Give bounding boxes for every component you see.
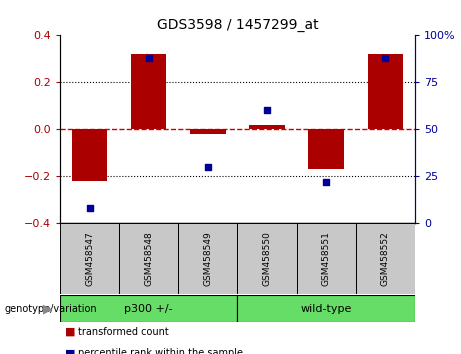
Text: transformed count: transformed count [78,327,169,337]
Bar [131,54,166,129]
Title: GDS3598 / 1457299_at: GDS3598 / 1457299_at [157,18,318,32]
Bar [72,129,107,181]
Text: GSM458548: GSM458548 [144,231,153,286]
Bar [249,125,285,129]
Point [382,55,389,61]
Point [145,55,152,61]
Bar [60,223,119,294]
Text: percentile rank within the sample: percentile rank within the sample [78,348,243,354]
Text: GSM458547: GSM458547 [85,231,94,286]
Point [204,164,212,170]
Text: ▶: ▶ [43,302,53,315]
Text: genotype/variation: genotype/variation [5,304,97,314]
Text: ■: ■ [65,348,75,354]
Bar [237,295,415,322]
Text: GSM458551: GSM458551 [322,231,331,286]
Text: GSM458550: GSM458550 [262,231,272,286]
Point [322,179,330,184]
Bar [308,129,344,169]
Text: GSM458549: GSM458549 [203,231,213,286]
Text: GSM458552: GSM458552 [381,231,390,286]
Bar [119,223,178,294]
Bar [367,54,403,129]
Bar [190,129,225,134]
Bar [356,223,415,294]
Bar [60,295,237,322]
Text: p300 +/-: p300 +/- [124,304,173,314]
Bar [296,223,356,294]
Point [263,108,271,113]
Text: wild-type: wild-type [301,304,352,314]
Point [86,205,93,211]
Bar [178,223,237,294]
Bar [237,223,296,294]
Text: ■: ■ [65,327,75,337]
